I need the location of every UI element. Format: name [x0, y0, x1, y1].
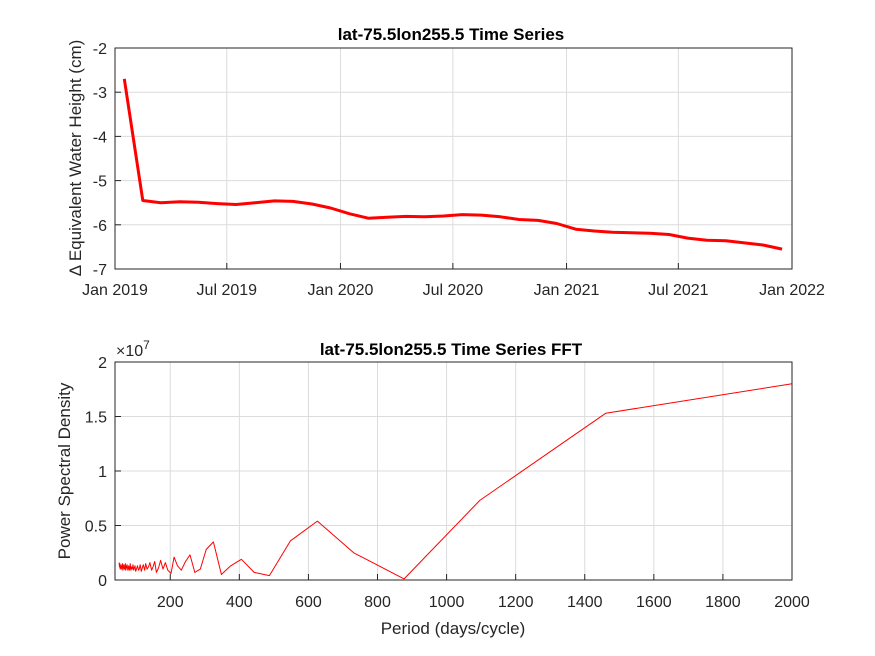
fft-y-exponent-power: 7 [143, 338, 150, 352]
fft-grid [115, 361, 793, 581]
fft-ytick-label: 1 [98, 464, 107, 481]
fft-line [118, 383, 793, 580]
time-series-xtick-label: Jan 2019 [82, 282, 148, 299]
time-series-xtick-label: Jan 2021 [534, 282, 600, 299]
fft-xtick-label: 1800 [705, 594, 741, 611]
time-series-ytick-label: -6 [93, 218, 107, 235]
fft-xlabel: Period (days/cycle) [381, 619, 526, 638]
fft-xtick-label: 400 [226, 594, 253, 611]
fft-plot [118, 383, 793, 580]
fft-xtick-label: 1000 [429, 594, 465, 611]
time-series-frame [114, 47, 793, 270]
time-series-xtick-label: Jul 2021 [648, 282, 709, 299]
time-series-xtick-label: Jan 2022 [759, 282, 825, 299]
fft-xtick-label: 1400 [567, 594, 603, 611]
fft-ytick-label: 0 [98, 573, 107, 590]
fft-ytick-label: 0.5 [85, 519, 107, 536]
time-series-xtick-label: Jan 2020 [308, 282, 374, 299]
time-series-axes: lat-75.5lon255.5 Time Series Jan 2019 Jul… [66, 25, 825, 299]
fft-xtick-label: 800 [364, 594, 391, 611]
time-series-ytick-label: -7 [93, 262, 107, 279]
fft-xtick-label: 1200 [498, 594, 534, 611]
time-series-ytick-label: -4 [93, 129, 107, 146]
fft-y-exponent-base: ×10 [116, 343, 143, 360]
fft-xtick-label: 2000 [774, 594, 810, 611]
time-series-line [122, 78, 783, 251]
time-series-ytick-label: -3 [93, 85, 107, 102]
fft-ylabel: Power Spectral Density [55, 382, 74, 559]
fft-xtick-label: 200 [157, 594, 184, 611]
fft-ticks: 200 400 600 800 1000 1200 1400 1600 1800 2000 0 0.5… [85, 355, 810, 611]
fft-title: lat-75.5lon255.5 Time Series FFT [320, 340, 583, 359]
fft-xtick-label: 1600 [636, 594, 672, 611]
time-series-xtick-label: Jul 2020 [423, 282, 484, 299]
fft-frame [114, 361, 793, 581]
time-series-ytick-label: -5 [93, 174, 107, 191]
time-series-xtick-label: Jul 2019 [197, 282, 258, 299]
time-series-title: lat-75.5lon255.5 Time Series [338, 25, 564, 44]
fft-y-exponent: ×107 [116, 338, 150, 360]
time-series-grid [114, 47, 793, 270]
time-series-ytick-label: -2 [93, 41, 107, 58]
fft-ytick-label: 1.5 [85, 410, 107, 427]
time-series-plot [122, 78, 783, 251]
fft-axes: lat-75.5lon255.5 Time Series FFT 200 400 6… [55, 338, 810, 638]
time-series-ticks: Jan 2019 Jul 2019 Jan 2020 Jul 2020 Jan 2021… [82, 41, 825, 299]
time-series-ylabel: Δ Equivalent Water Height (cm) [66, 40, 85, 277]
fft-ytick-label: 2 [98, 355, 107, 372]
fft-xtick-label: 600 [295, 594, 322, 611]
